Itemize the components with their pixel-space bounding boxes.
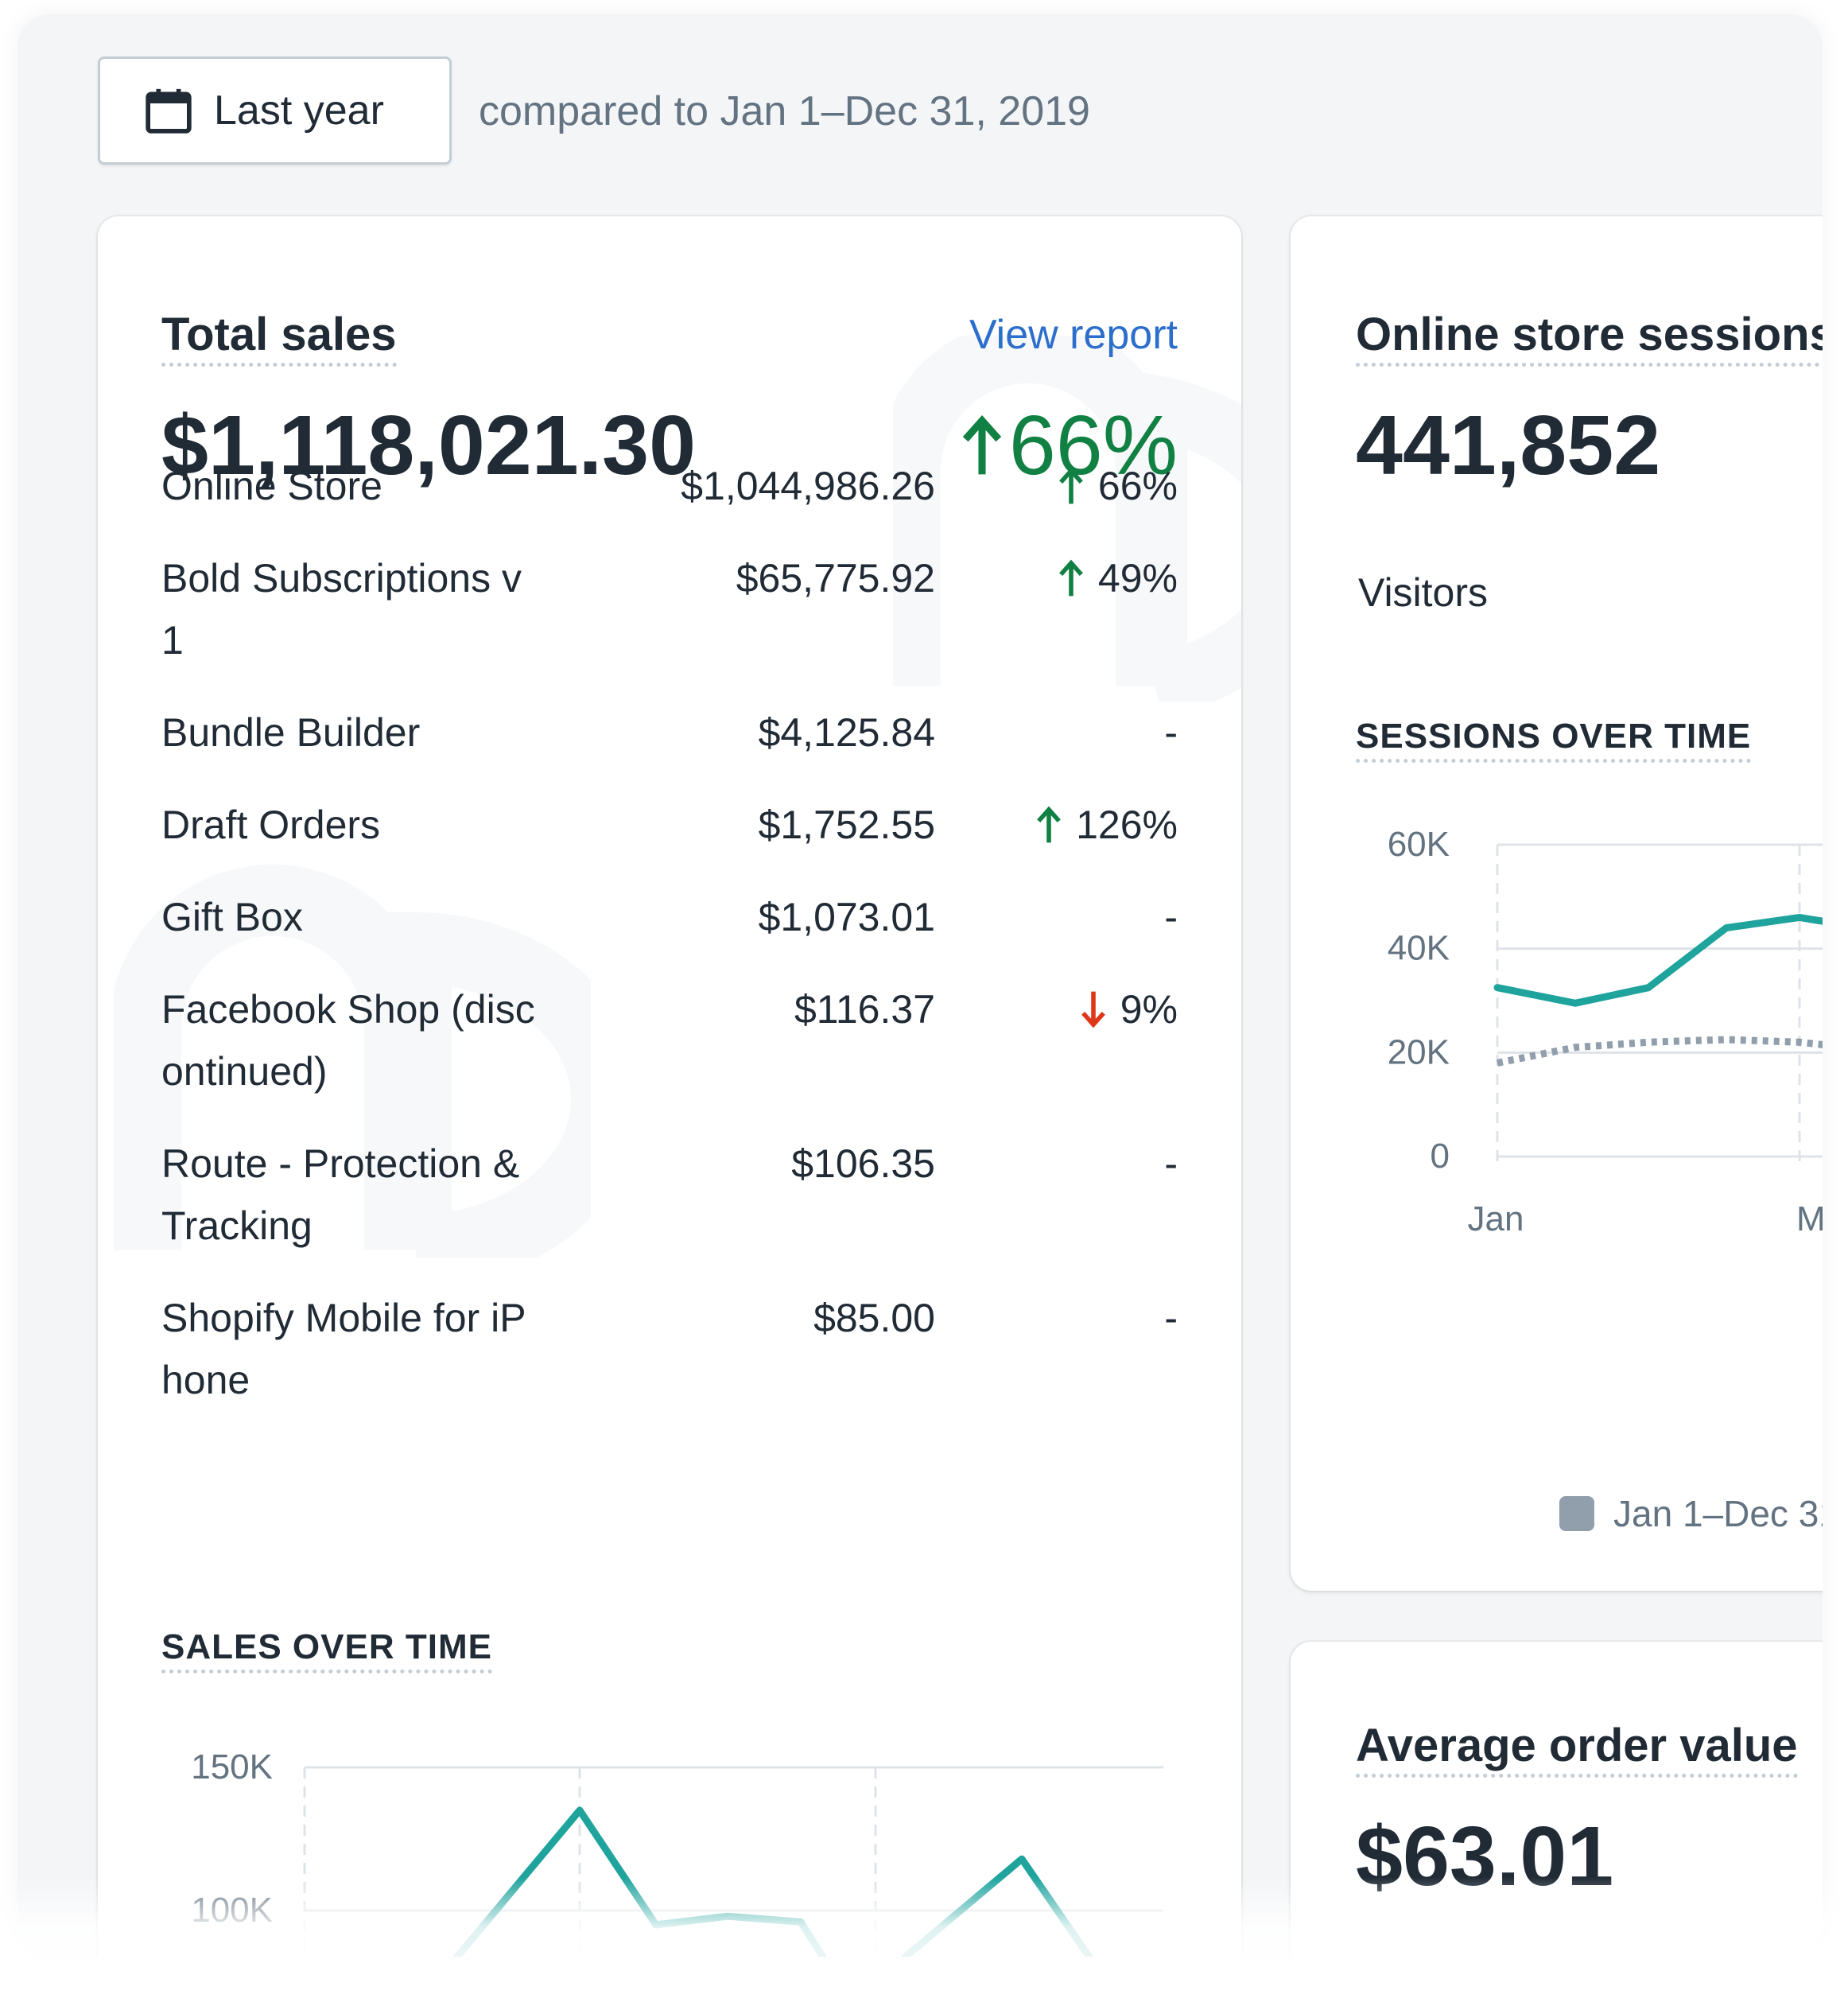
- calendar-icon: [146, 88, 192, 134]
- sales-channel-amount: $65,775.92: [736, 556, 935, 601]
- sales-channel-name: Shopify Mobile for iPhone: [161, 1296, 526, 1402]
- sales-channel-change: 126%: [1036, 794, 1178, 856]
- arrow-up-icon: [962, 414, 1002, 475]
- sales-channel-amount: $106.35: [791, 1141, 935, 1186]
- total-sales-change-value: 66%: [1008, 398, 1178, 492]
- view-report-link[interactable]: View report: [969, 312, 1178, 358]
- sales-channel-change-value: 66%: [1097, 464, 1178, 508]
- arrow-up-icon: [1059, 467, 1083, 504]
- sales-channel-amount: $1,073.01: [758, 895, 935, 939]
- sales-channel-amount: $85.00: [813, 1296, 935, 1340]
- aov-title[interactable]: Average order value: [1356, 1720, 1798, 1778]
- sessions-legend: Jan 1–Dec 31, 2019: [1559, 1492, 1823, 1535]
- sales-channel-change: 49%: [1058, 547, 1178, 609]
- sales-channel-change-value: 9%: [1120, 987, 1178, 1032]
- sales-channel-change-value: -: [1164, 895, 1178, 939]
- sales-channel-change-value: -: [1164, 1141, 1178, 1186]
- sales-channel-change-value: 126%: [1076, 803, 1178, 847]
- x-tick-label: Jan: [1468, 1199, 1524, 1238]
- sales-channel-name: Online Store: [161, 464, 382, 508]
- arrow-down-icon: [1081, 991, 1105, 1028]
- sessions-title[interactable]: Online store sessions: [1356, 309, 1823, 367]
- aov-value: $63.01: [1356, 1810, 1614, 1903]
- y-tick-label: 100K: [191, 1891, 273, 1930]
- sales-over-time-title[interactable]: SALES OVER TIME: [161, 1627, 492, 1674]
- sales-channel-change: 9%: [1081, 978, 1178, 1040]
- sales-channel-change: -: [1164, 1287, 1178, 1349]
- sales-channel-name: Bundle Builder: [161, 710, 421, 755]
- comparison-period-text: compared to Jan 1–Dec 31, 2019: [479, 88, 1090, 134]
- date-range-label: Last year: [214, 87, 384, 134]
- sales-channel-amount: $1,044,986.26: [681, 464, 935, 508]
- sales-channel-change: 66%: [1058, 455, 1178, 517]
- sales-channel-change-value: 49%: [1097, 556, 1178, 601]
- sales-channel-change-value: -: [1164, 710, 1178, 755]
- sales-channel-change: -: [1164, 702, 1178, 764]
- y-tick-label: 60K: [1388, 825, 1450, 864]
- sessions-current-series-line: [1493, 913, 1823, 1007]
- sales-channel-name: Facebook Shop (discontinued): [161, 987, 535, 1094]
- sales-channel-change-value: -: [1164, 1296, 1178, 1340]
- sales-channel-name: Draft Orders: [161, 803, 381, 847]
- analytics-frame: Last year compared to Jan 1–Dec 31, 2019…: [17, 14, 1823, 1957]
- sales-channel-change: -: [1164, 886, 1178, 948]
- watermark-logo: [893, 336, 1241, 702]
- total-sales-change: 66%: [961, 398, 1178, 493]
- total-sales-title[interactable]: Total sales: [161, 309, 397, 367]
- arrow-up-icon: [1037, 806, 1062, 843]
- sales-channel-change: -: [1164, 1133, 1178, 1195]
- legend-swatch-previous: [1559, 1496, 1594, 1531]
- total-sales-value: $1,118,021.30: [161, 398, 697, 492]
- sessions-value: 441,852: [1356, 398, 1661, 492]
- sessions-previous-series-line: [1497, 1036, 1823, 1067]
- sales-channel-name: Bold Subscriptions v1: [161, 556, 522, 663]
- legend-label-previous: Jan 1–Dec 31, 2019: [1613, 1493, 1823, 1534]
- y-tick-label: 150K: [191, 1747, 273, 1786]
- average-order-value-card: Average order value $63.01: [1291, 1642, 1823, 1957]
- visitors-label: Visitors: [1358, 570, 1489, 615]
- sessions-over-time-title[interactable]: SESSIONS OVER TIME: [1356, 716, 1752, 763]
- arrow-up-icon: [1059, 559, 1083, 597]
- sales-channel-name: Gift Box: [161, 895, 303, 939]
- sales-channel-name: Route - Protection & Tracking: [161, 1141, 520, 1248]
- x-tick-label: Ma: [1796, 1199, 1823, 1238]
- sales-channel-amount: $1,752.55: [758, 803, 935, 847]
- total-sales-card: Total sales View report $1,118,021.30 66…: [98, 216, 1241, 1957]
- y-tick-label: 0: [1431, 1137, 1450, 1176]
- date-range-button[interactable]: Last year: [98, 56, 452, 165]
- online-store-sessions-card: Online store sessions 441,852 Visitors S…: [1291, 216, 1823, 1591]
- y-tick-label: 20K: [1388, 1032, 1450, 1071]
- sales-series-line: [452, 1806, 1093, 1957]
- sales-over-time-chart: 150K 100K: [191, 1747, 1163, 1957]
- sales-channel-amount: $4,125.84: [758, 710, 935, 755]
- y-tick-label: 40K: [1388, 929, 1450, 968]
- sessions-over-time-chart: 60K 40K 20K 0 Jan Ma: [1388, 825, 1823, 1238]
- sales-channel-amount: $116.37: [794, 987, 935, 1032]
